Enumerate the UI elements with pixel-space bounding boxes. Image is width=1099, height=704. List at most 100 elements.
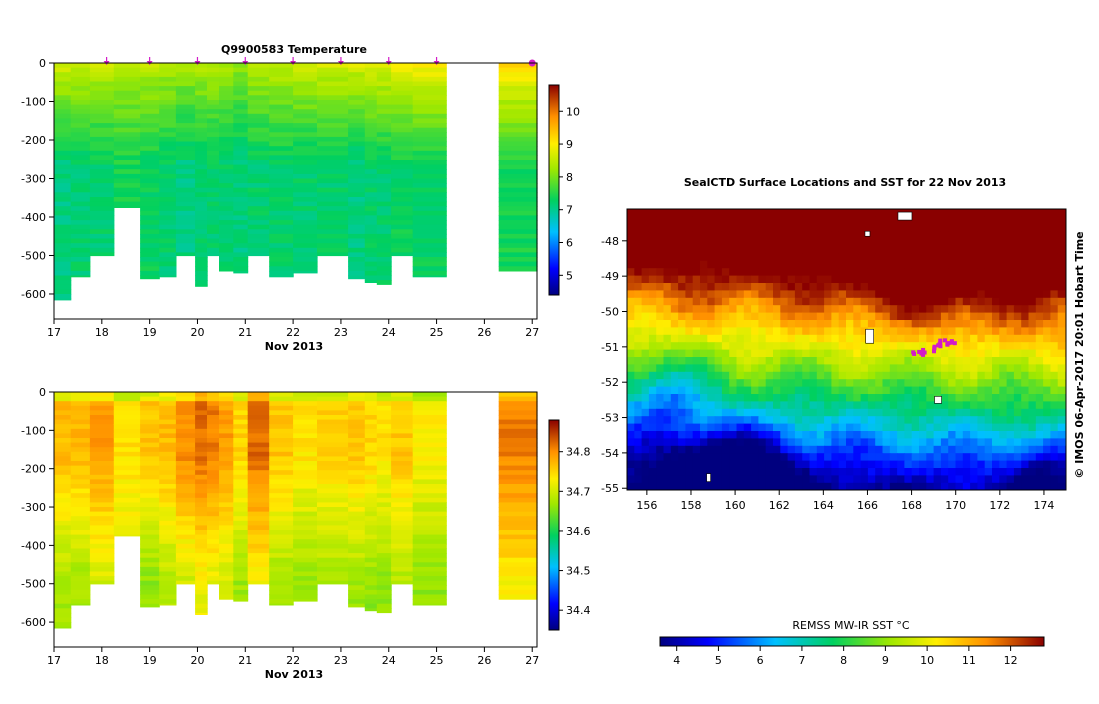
sst-cell xyxy=(751,283,759,291)
sst-cell xyxy=(926,357,935,365)
sst-cell xyxy=(846,216,854,225)
sst-cell xyxy=(897,431,905,439)
section-cell xyxy=(498,594,538,600)
sst-cell xyxy=(853,475,862,484)
section-cell xyxy=(207,118,220,124)
sst-cell xyxy=(1050,238,1059,247)
section-cell xyxy=(269,72,294,78)
sst-cell xyxy=(751,290,759,299)
sst-cell xyxy=(853,423,862,432)
section-cell xyxy=(376,484,392,490)
sst-cell xyxy=(948,216,957,225)
section-cell xyxy=(54,233,72,240)
section-cell xyxy=(195,123,208,129)
sst-cell xyxy=(663,475,672,484)
sst-cell xyxy=(875,290,884,299)
section-cell xyxy=(269,132,294,138)
x-tick-label: 160 xyxy=(725,499,746,512)
sst-cell xyxy=(838,431,847,439)
sst-cell xyxy=(809,364,818,373)
sst-cell xyxy=(860,468,869,476)
sst-cell xyxy=(700,416,708,425)
section-cell xyxy=(219,100,234,106)
section-cell xyxy=(207,238,220,244)
section-cell xyxy=(89,534,115,540)
sst-cell xyxy=(794,423,803,432)
sst-cell xyxy=(751,371,759,380)
sst-cell xyxy=(678,305,686,314)
section-cell xyxy=(498,132,538,138)
sst-cell xyxy=(721,275,730,284)
surface-location xyxy=(922,350,927,355)
sst-cell xyxy=(627,216,635,225)
sst-cell xyxy=(853,320,862,328)
section-cell xyxy=(89,123,115,129)
sst-cell xyxy=(773,275,781,284)
sst-cell xyxy=(773,238,781,247)
sst-cell xyxy=(1043,364,1051,373)
sst-cell xyxy=(838,475,847,484)
sst-cell xyxy=(933,468,942,476)
sst-cell xyxy=(1021,431,1030,439)
section-cell xyxy=(247,415,270,421)
sst-cell xyxy=(926,246,935,254)
sst-cell xyxy=(736,253,745,262)
sst-cell xyxy=(648,438,657,447)
section-cell xyxy=(348,67,366,73)
sst-cell xyxy=(809,290,818,299)
sst-cell xyxy=(700,408,708,417)
section-cell xyxy=(89,150,115,156)
surface-location xyxy=(921,352,926,357)
sst-cell xyxy=(875,453,884,462)
sst-cell xyxy=(933,320,942,328)
sst-cell xyxy=(962,349,971,358)
section-cell xyxy=(412,502,447,508)
sst-cell xyxy=(867,357,876,365)
section-cell xyxy=(391,511,414,517)
section-cell xyxy=(219,252,234,258)
sst-cell xyxy=(751,475,759,484)
sst-cell xyxy=(889,268,898,277)
sst-cell xyxy=(634,438,643,447)
section-cell xyxy=(269,474,294,480)
sst-cell xyxy=(656,312,665,321)
section-cell xyxy=(175,502,196,508)
sst-cell xyxy=(729,290,738,299)
section-cell xyxy=(376,507,392,513)
section-cell xyxy=(89,548,115,554)
sst-cell xyxy=(911,320,920,328)
section-cell xyxy=(207,86,220,92)
sst-cell xyxy=(1043,238,1051,247)
sst-cell xyxy=(911,482,920,490)
section-cell xyxy=(140,433,160,439)
section-cell xyxy=(412,428,447,434)
sst-cell xyxy=(787,320,796,328)
section-cell xyxy=(140,580,160,586)
section-cell xyxy=(140,187,160,193)
section-cell xyxy=(175,81,196,87)
sst-cell xyxy=(729,386,738,395)
section-cell xyxy=(364,594,378,600)
section-cell xyxy=(412,123,447,129)
sst-cell xyxy=(860,445,869,454)
sst-cell xyxy=(721,394,730,402)
section-cell xyxy=(412,438,447,444)
surface-location xyxy=(945,342,950,347)
section-cell xyxy=(247,396,270,402)
sst-cell xyxy=(846,223,854,232)
section-cell xyxy=(317,127,349,133)
section-cell xyxy=(159,438,177,444)
sst-cell xyxy=(670,401,679,410)
section-cell xyxy=(348,451,366,457)
section-cell xyxy=(391,415,414,421)
sst-cell xyxy=(838,423,847,432)
sst-cell xyxy=(1028,416,1037,425)
section-cell xyxy=(70,243,91,249)
section-cell xyxy=(247,456,270,462)
sst-cell xyxy=(831,401,840,410)
sst-cell xyxy=(948,334,957,343)
section-cell xyxy=(317,100,349,106)
sst-cell xyxy=(729,327,738,336)
section-cell xyxy=(159,594,177,600)
sst-cell xyxy=(1021,453,1030,462)
